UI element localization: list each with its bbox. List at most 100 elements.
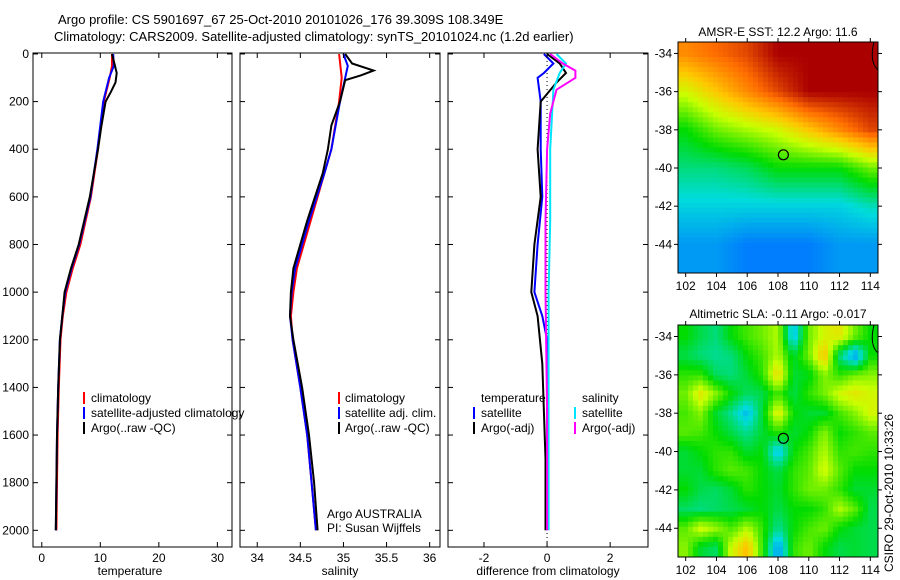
- map-cell: [728, 182, 734, 189]
- map-cell: [848, 461, 854, 467]
- map-cell: [733, 415, 739, 422]
- map-cell: [858, 212, 864, 219]
- map-cell: [713, 521, 719, 528]
- map-cell: [803, 390, 809, 397]
- map-cell: [818, 202, 824, 209]
- map-cell: [683, 380, 689, 386]
- map-cell: [713, 167, 719, 173]
- map-cell: [838, 335, 844, 341]
- map-cell: [813, 57, 819, 63]
- map-cell: [693, 456, 699, 462]
- map-cell: [748, 67, 754, 73]
- map-cell: [788, 345, 794, 351]
- map-cell: [833, 42, 839, 48]
- map-cell: [763, 481, 769, 487]
- map-cell: [728, 385, 734, 391]
- map-cell: [738, 410, 744, 417]
- map-cell: [738, 451, 744, 457]
- map-cell: [768, 57, 774, 63]
- map-cell: [838, 511, 844, 518]
- map-cell: [683, 410, 689, 417]
- map-cell: [863, 446, 869, 452]
- map-cell: [818, 425, 824, 432]
- map-cell: [853, 415, 859, 422]
- map-cell: [763, 132, 769, 138]
- map-cell: [853, 511, 859, 518]
- map-cell: [778, 471, 784, 477]
- map-cell: [738, 516, 744, 523]
- map-cell: [843, 536, 849, 543]
- map-cell: [698, 237, 704, 244]
- map-cell: [788, 516, 794, 523]
- map-cell: [818, 252, 824, 259]
- map-cell: [783, 92, 789, 98]
- map-cell: [768, 435, 774, 442]
- map-cell: [738, 142, 744, 148]
- map-cell: [738, 430, 744, 437]
- map-cell: [688, 152, 694, 158]
- map-cell: [738, 127, 744, 133]
- map-cell: [713, 257, 719, 264]
- y-tick-label: 800: [9, 238, 29, 252]
- map-cell: [708, 380, 714, 386]
- map-cell: [753, 187, 759, 194]
- map-cell: [703, 112, 709, 118]
- map-cell: [743, 390, 749, 397]
- map-cell: [708, 132, 714, 138]
- map-cell: [723, 157, 729, 163]
- map-cell: [768, 471, 774, 477]
- map-cell: [718, 122, 724, 128]
- map-cell: [703, 521, 709, 528]
- map-cell: [708, 476, 714, 482]
- map-cell: [688, 122, 694, 128]
- map-cell: [813, 481, 819, 487]
- map-cell: [698, 516, 704, 523]
- map-cell: [803, 380, 809, 386]
- map-cell: [733, 267, 739, 274]
- map-cell: [718, 127, 724, 133]
- map-cell: [868, 486, 874, 492]
- map-cell: [813, 370, 819, 376]
- map-cell: [688, 242, 694, 249]
- map-cell: [828, 137, 834, 143]
- map-cell: [868, 167, 874, 173]
- map-cell: [723, 102, 729, 108]
- map-cell: [793, 87, 799, 93]
- map-cell: [828, 456, 834, 462]
- map-cell: [743, 267, 749, 274]
- map-cell: [758, 252, 764, 259]
- argo-location-marker: [777, 149, 789, 161]
- map-cell: [798, 395, 804, 402]
- map-cell: [823, 242, 829, 249]
- map-cell: [728, 536, 734, 543]
- map-cell: [713, 330, 719, 336]
- map-cell: [873, 451, 879, 457]
- map-cell: [863, 62, 869, 68]
- map-cell: [818, 466, 824, 472]
- map-cell: [698, 546, 704, 553]
- map-cell: [793, 335, 799, 341]
- map-cell: [773, 172, 779, 178]
- map-cell: [753, 405, 759, 412]
- map-cell: [743, 82, 749, 88]
- map-cell: [703, 370, 709, 376]
- map-cell: [858, 177, 864, 184]
- map-cell: [768, 390, 774, 397]
- map-cell: [763, 390, 769, 397]
- map-cell: [713, 451, 719, 457]
- map-cell: [698, 157, 704, 163]
- map-cell: [793, 526, 799, 533]
- map-cell: [688, 506, 694, 513]
- map-cell: [863, 340, 869, 346]
- map-cell: [873, 481, 879, 487]
- map-cell: [798, 521, 804, 528]
- map-cell: [808, 461, 814, 467]
- map-cell: [768, 410, 774, 417]
- map-cell: [823, 42, 829, 48]
- map-cell: [753, 77, 759, 83]
- map-cell: [863, 262, 869, 269]
- map-cell: [713, 262, 719, 269]
- map-cell: [848, 77, 854, 83]
- map-cell: [708, 182, 714, 189]
- map-cell: [818, 395, 824, 402]
